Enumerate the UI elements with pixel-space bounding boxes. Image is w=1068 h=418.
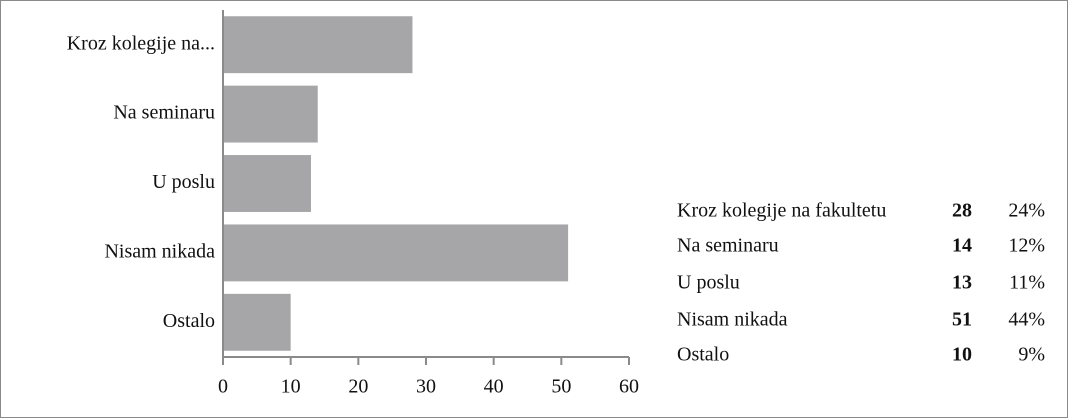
x-tick-label: 40 xyxy=(484,376,504,398)
x-tick-label: 20 xyxy=(348,376,368,398)
x-tick-label: 60 xyxy=(619,376,639,398)
bar xyxy=(223,155,311,212)
table-count: 14 xyxy=(952,235,972,257)
table-share: 12% xyxy=(1008,235,1045,257)
table-count: 10 xyxy=(952,344,972,366)
bar xyxy=(223,224,569,282)
bar xyxy=(223,293,291,351)
table-name: Ostalo xyxy=(677,344,729,366)
table-name: Kroz kolegije na fakultetu xyxy=(677,200,886,222)
y-tick-label: Nisam nikada xyxy=(104,240,215,262)
y-tick-label: Na seminaru xyxy=(113,102,215,124)
bar xyxy=(223,85,318,143)
table-count: 13 xyxy=(952,272,972,294)
table-share: 9% xyxy=(1018,344,1045,366)
y-tick-label: Kroz kolegije na... xyxy=(67,32,215,54)
y-tick-label: Ostalo xyxy=(163,310,215,332)
x-tick-label: 50 xyxy=(551,376,571,398)
table-count: 28 xyxy=(952,200,972,222)
table-name: Na seminaru xyxy=(677,235,779,257)
table-share: 44% xyxy=(1008,309,1045,331)
table-name: Nisam nikada xyxy=(677,309,788,331)
table-name: U poslu xyxy=(677,272,740,294)
table-count: 51 xyxy=(952,309,972,331)
table-share: 24% xyxy=(1008,200,1045,222)
table-share: 11% xyxy=(1009,272,1045,294)
bar xyxy=(223,16,413,74)
x-tick-label: 0 xyxy=(218,376,228,398)
x-tick-label: 30 xyxy=(416,376,436,398)
y-tick-label: U poslu xyxy=(152,171,215,193)
x-tick-label: 10 xyxy=(281,376,301,398)
